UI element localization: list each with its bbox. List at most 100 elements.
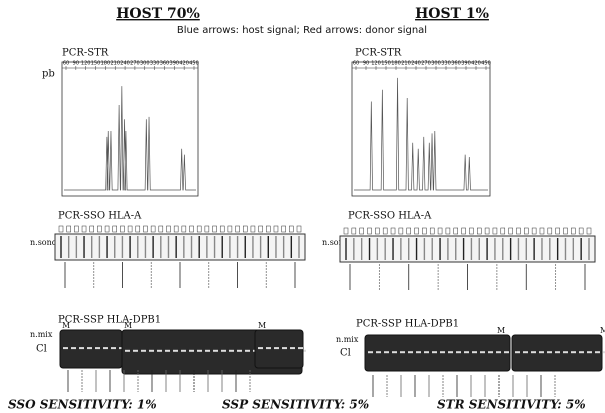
axis-tick-label: 150 [381, 61, 391, 67]
sso-title: PCR-SSO HLA-A [58, 211, 142, 222]
gel-band [539, 351, 544, 354]
sso-lane [571, 227, 576, 235]
axis-tick-label: 120 [81, 61, 91, 67]
sso-lane [445, 227, 451, 235]
gel-band [603, 351, 605, 354]
chromatogram-frame [351, 61, 491, 197]
axis-tick-label: 90 [363, 61, 369, 67]
control-label: Cl [36, 344, 47, 355]
sso-lane [398, 227, 404, 235]
str-unit: pb [42, 69, 55, 80]
gel-band [221, 349, 226, 352]
probe-label: n.sonde [322, 238, 354, 247]
sso-lane [437, 227, 443, 235]
gel-band [531, 351, 536, 354]
axis-tick-label: 90 [73, 61, 79, 67]
sso-lane [204, 225, 210, 233]
sso-lane [74, 225, 79, 233]
sso-lane [112, 225, 117, 233]
sso-lane [422, 227, 427, 235]
sso-lane [166, 225, 171, 233]
sso-lane [143, 225, 148, 233]
sso-lane [555, 227, 560, 235]
mix-label: n.mix [30, 330, 53, 339]
str-title: PCR-STR [355, 48, 402, 59]
gel-band [125, 349, 130, 352]
gel-band [157, 349, 162, 352]
gel-band [515, 351, 520, 354]
footer-text: SSO SENSITIVITY: 1% [8, 398, 157, 412]
sso-lane [453, 227, 458, 235]
axis-tick-label: 330 [150, 61, 160, 67]
gel-band [376, 351, 381, 354]
gel-band [79, 347, 84, 350]
sso-lane [469, 227, 474, 235]
chromatogram-frame [61, 61, 199, 197]
gel-band [165, 349, 170, 352]
axis-tick-label: 120 [371, 61, 381, 67]
gel-band [245, 349, 250, 352]
sso-lane [81, 225, 87, 233]
panel-title: HOST 70% [116, 6, 200, 22]
sso-lane [406, 227, 411, 235]
sso-lane [343, 227, 349, 235]
sso-lane [135, 225, 141, 233]
gel-band [282, 347, 287, 350]
marker-label: M [258, 321, 266, 330]
sso-lane [359, 227, 364, 235]
sso-lane [508, 227, 513, 235]
gel-band [71, 347, 76, 350]
gel-band [472, 351, 477, 354]
axis-tick-label: 60 [353, 61, 359, 67]
gel-band [400, 351, 405, 354]
axis-tick-label: 180 [101, 61, 111, 67]
axis-tick-label: 330 [441, 61, 451, 67]
gel-band [440, 351, 445, 354]
sso-lane [531, 227, 537, 235]
axis-tick-label: 270 [421, 61, 431, 67]
gel-band [87, 347, 92, 350]
sso-lane [127, 225, 133, 233]
sso-lane [477, 227, 482, 235]
sso-lane [66, 225, 71, 233]
gel-band [456, 351, 461, 354]
gel-band [579, 351, 584, 354]
sso-strip [339, 235, 596, 263]
sso-lane [524, 227, 529, 235]
gel-band [197, 349, 202, 352]
sso-lane [273, 225, 279, 233]
axis-tick-label: 270 [130, 61, 140, 67]
gel-band [274, 347, 279, 350]
sso-lane [296, 225, 302, 233]
sso-lane [484, 227, 490, 235]
axis-tick-label: 420 [471, 61, 481, 67]
sso-lane [150, 225, 156, 233]
sso-lane [243, 225, 248, 233]
axis-tick-label: 420 [179, 61, 189, 67]
axis-tick-label: 180 [391, 61, 401, 67]
gel-band [496, 351, 501, 354]
sso-lane [461, 227, 466, 235]
sso-lane [250, 225, 256, 233]
sso-lane [97, 225, 102, 233]
sso-title: PCR-SSO HLA-A [348, 211, 432, 222]
axis-tick-label: 240 [411, 61, 421, 67]
gel-band [213, 349, 218, 352]
sso-lane [227, 225, 233, 233]
gel-band [189, 349, 194, 352]
gel-band [571, 351, 576, 354]
sso-lane [289, 225, 294, 233]
gel-band [432, 351, 437, 354]
str-title: PCR-STR [62, 48, 109, 59]
mix-label: n.mix [336, 335, 359, 344]
gel-band [205, 349, 210, 352]
sso-lane [89, 225, 94, 233]
subtitle: Blue arrows: host signal; Red arrows: do… [177, 25, 427, 36]
ssp-title: PCR-SSP HLA-DPB1 [58, 315, 161, 326]
sso-lane [104, 225, 110, 233]
axis-tick-label: 210 [110, 61, 120, 67]
sso-lane [120, 225, 125, 233]
axis-tick-label: 450 [481, 61, 491, 67]
marker-label: M [600, 326, 605, 335]
